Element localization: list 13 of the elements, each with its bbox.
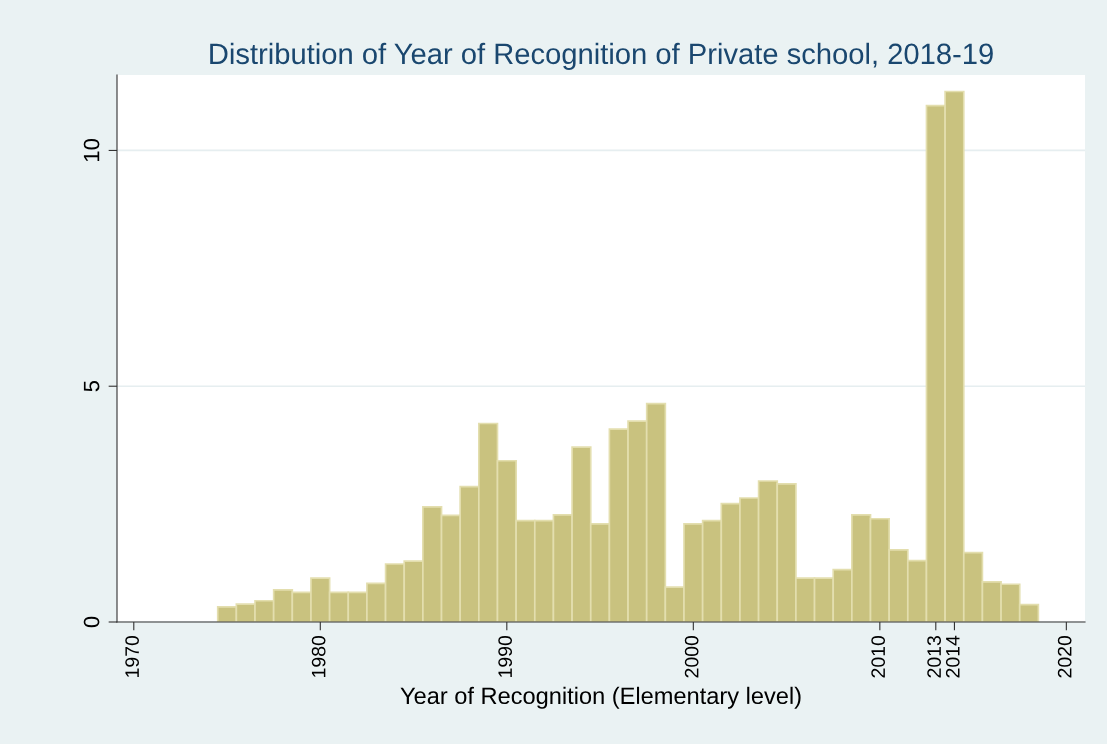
x-tick-label: 2020 — [1057, 635, 1072, 678]
x-tick-label: 2013 — [927, 636, 942, 678]
x-axis-title: Year of Recognition (Elementary level) — [400, 686, 801, 709]
x-tick-label: 2000 — [684, 635, 699, 678]
x-tick-label: 1990 — [498, 635, 513, 677]
x-tick-label: 1970 — [125, 635, 140, 677]
x-tick-label: 2010 — [871, 635, 886, 678]
x-tick-label: 1980 — [311, 635, 326, 677]
x-tick-label: 2014 — [945, 635, 960, 678]
y-tick-label: 0 — [83, 616, 100, 628]
y-tick-label: 10 — [83, 138, 100, 162]
chart-title: Distribution of Year of Recognition of Private school, 2018-19 — [210, 42, 993, 70]
y-tick-label: 5 — [83, 380, 100, 392]
